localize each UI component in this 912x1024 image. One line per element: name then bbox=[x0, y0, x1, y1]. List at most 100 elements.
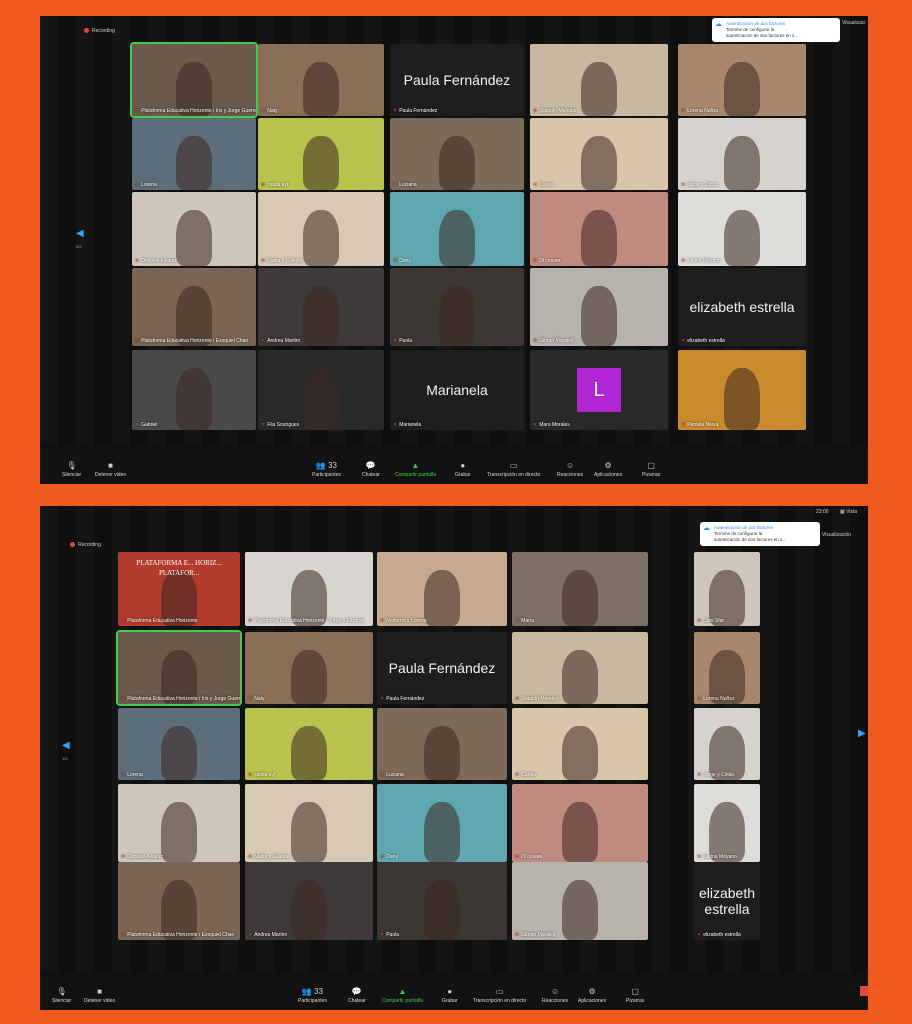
video-tile[interactable]: ✕ Plataforma Educativa Horizonte / Iris y… bbox=[116, 630, 242, 706]
participant-name: ✕ Luciana bbox=[380, 772, 404, 778]
video-tile[interactable]: ✕ Plataforma Educativa Horizonte / Ezequi… bbox=[118, 862, 240, 940]
reactions-button[interactable]: ☺ Reacciones bbox=[542, 987, 569, 1004]
video-tile[interactable]: ✕ Lorena bbox=[118, 708, 240, 780]
participant-name: ✕ Plataforma Educativa Horizonte / Iris y… bbox=[135, 108, 256, 114]
video-tile[interactable]: ✕ Fila Sourigues bbox=[258, 350, 384, 430]
notification-toast[interactable]: ☁ Autenticación de dos factores Termine … bbox=[700, 522, 820, 546]
end-meeting-button[interactable] bbox=[860, 986, 868, 996]
video-tile[interactable]: ✕ salida ayl bbox=[258, 118, 384, 190]
notification-toast[interactable]: ☁ Autenticación de dos factores Termine … bbox=[712, 18, 840, 42]
video-tile[interactable]: ✕ Gibran Morales bbox=[530, 268, 668, 346]
share-screen-button[interactable]: ▲ Compartir pantalla bbox=[395, 461, 436, 478]
participant-name: ✕ Plataforma Educativa Horizonte / Ezequi… bbox=[121, 932, 235, 938]
prev-page-arrow-icon[interactable]: ◀ bbox=[62, 740, 70, 751]
stop-video-button[interactable]: ■ Detener video bbox=[95, 461, 127, 478]
muted-mic-icon: ✕ bbox=[261, 182, 266, 188]
video-tile[interactable]: ✕ Norberto y Lorena bbox=[377, 552, 507, 626]
view-label[interactable]: Visualización bbox=[822, 532, 852, 538]
video-tile[interactable]: L ✕ Mara Morales bbox=[530, 350, 668, 430]
muted-mic-icon: ✕ bbox=[533, 338, 538, 344]
video-tile[interactable]: ✕ Plataforma Educativa Horizonte / Jorge … bbox=[245, 552, 373, 626]
participant-name: ✕ Denisse Alvarez bbox=[121, 854, 164, 860]
record-button[interactable]: ● Grabar bbox=[442, 987, 458, 1004]
video-tile[interactable]: ✕ Dany bbox=[377, 784, 507, 862]
video-tile[interactable]: ✕ Nadia y Celeste bbox=[245, 784, 373, 862]
whiteboards-button[interactable]: ▢ Pizarras bbox=[642, 461, 661, 478]
chat-button[interactable]: 💬 Chatear bbox=[362, 461, 380, 478]
apps-button[interactable]: ⚙ Aplicaciones bbox=[578, 987, 607, 1004]
video-tile[interactable]: Paula Fernández ✕ Paula Fernández bbox=[377, 632, 507, 704]
video-tile[interactable]: ✕ Paola bbox=[390, 268, 524, 346]
apps-button[interactable]: ⚙ Aplicaciones bbox=[594, 461, 623, 478]
video-tile[interactable]: ✕ Denisse Alvarez bbox=[118, 784, 240, 862]
view-button[interactable]: ▦ Vista bbox=[840, 509, 858, 515]
video-tile[interactable]: ✕ María bbox=[512, 552, 648, 626]
video-tile[interactable]: ✕ Plataforma Educativa Horizonte / Ezequi… bbox=[132, 268, 256, 346]
microphone-icon: 🎙 bbox=[56, 987, 67, 996]
video-tile[interactable]: ✕ Gabriel bbox=[132, 350, 256, 430]
video-tile[interactable]: ✕ Di cesare bbox=[530, 192, 668, 266]
stop-video-button[interactable]: ■ Detener video bbox=[84, 987, 116, 1004]
muted-mic-icon: ✕ bbox=[681, 108, 686, 114]
video-tile[interactable]: ✕ Lorena bbox=[132, 118, 256, 190]
muted-mic-icon: ✕ bbox=[515, 772, 520, 778]
video-tile[interactable]: ✕ Naty bbox=[258, 44, 384, 116]
video-tile[interactable]: ✕ Naty bbox=[245, 632, 373, 704]
video-tile[interactable]: ✕ Carola bbox=[512, 708, 648, 780]
participant-name-large: elizabeth estrella bbox=[689, 299, 795, 315]
participant-name: ✕ Norberto y Lorena bbox=[380, 618, 427, 624]
video-tile[interactable]: ✕ Jorge y Cintia bbox=[678, 118, 806, 190]
whiteboards-button[interactable]: ▢ Pizarras bbox=[626, 987, 645, 1004]
chat-button[interactable]: 💬 Chatear bbox=[348, 987, 366, 1004]
share-screen-button[interactable]: ▲ Compartir pantalla bbox=[382, 987, 423, 1004]
video-tile[interactable]: ✕ Denisse Alvarez bbox=[132, 192, 256, 266]
video-tile[interactable]: ✕ Paola bbox=[377, 862, 507, 940]
view-label[interactable]: Visualizaci bbox=[842, 20, 866, 26]
video-tile[interactable]: ✕ Gibran Morales bbox=[512, 862, 648, 940]
live-transcript-button[interactable]: ▭ Transcripción en directo bbox=[473, 987, 527, 1004]
video-tile[interactable]: PLATAFORMA E... HORIZ... PLATAFOR... ✕ Pla… bbox=[118, 552, 240, 626]
video-tile[interactable]: ✕ Carola bbox=[530, 118, 668, 190]
muted-mic-icon: ✕ bbox=[393, 182, 398, 188]
participant-name-large: Marianela bbox=[426, 382, 488, 398]
video-tile[interactable]: ✕ Lorena Nuñez bbox=[678, 44, 806, 116]
participant-name-large: Paula Fernández bbox=[388, 660, 496, 676]
video-tile[interactable]: ✕ Di cesare bbox=[512, 784, 648, 862]
reactions-button[interactable]: ☺ Reacciones bbox=[557, 461, 584, 478]
record-button[interactable]: ● Grabar bbox=[455, 461, 471, 478]
video-tile[interactable]: Paula Fernández ✕ Paula Fernández bbox=[390, 44, 524, 116]
video-tile[interactable]: ✕ Karina Moyano bbox=[678, 192, 806, 266]
participants-button[interactable]: 👥 33 Participantes bbox=[312, 461, 341, 478]
video-tile[interactable]: ✕ Lorena Nuñez bbox=[694, 632, 760, 704]
next-page-arrow-icon[interactable]: ▶ bbox=[858, 728, 866, 739]
video-tile[interactable]: ✕ Nadia y Celeste bbox=[258, 192, 384, 266]
video-tile[interactable]: ✕ Luciana bbox=[377, 708, 507, 780]
video-tile[interactable]: ✕ Joaquín Mendez bbox=[530, 44, 668, 116]
live-transcript-button[interactable]: ▭ Transcripción en directo bbox=[487, 461, 541, 478]
video-tile[interactable]: ✕ Pamela Nieva bbox=[678, 350, 806, 430]
participant-video bbox=[291, 880, 327, 940]
video-tile[interactable]: ✕ Joaquín Mendez bbox=[512, 632, 648, 704]
video-tile[interactable]: ✕ Andrea Martini bbox=[258, 268, 384, 346]
video-tile[interactable]: ✕ Jorge y Cintia bbox=[694, 708, 760, 780]
mute-button[interactable]: 🎙 Silenciar bbox=[52, 987, 72, 1004]
video-tile[interactable]: ✕ Luciana bbox=[390, 118, 524, 190]
video-tile[interactable]: ✕ salida ayl bbox=[245, 708, 373, 780]
video-tile[interactable]: ✕ Andrea Martini bbox=[245, 862, 373, 940]
mute-button[interactable]: 🎙 Silenciar bbox=[62, 461, 82, 478]
video-tile[interactable]: ✕ Plataforma Educativa Horizonte / Iris y… bbox=[130, 42, 258, 118]
video-tile[interactable]: ✕ Dany bbox=[390, 192, 524, 266]
video-tile[interactable]: ✕ Dani Sfar bbox=[694, 552, 760, 626]
video-tile[interactable]: elizabeth estrella ✕ elizabeth estrella bbox=[678, 268, 806, 346]
video-tile[interactable]: elizabeth estrella ✕ elizabeth estrella bbox=[694, 862, 760, 940]
muted-mic-icon: ✕ bbox=[697, 772, 702, 778]
prev-page-arrow-icon[interactable]: ◀ bbox=[76, 228, 84, 239]
participant-name: ✕ Andrea Martini bbox=[261, 338, 300, 344]
muted-mic-icon: ✕ bbox=[380, 772, 385, 778]
video-tile[interactable]: ✕ Karina Moyano bbox=[694, 784, 760, 862]
participants-button[interactable]: 👥 33 Participantes bbox=[298, 987, 327, 1004]
participant-name: ✕ Andrea Martini bbox=[248, 932, 287, 938]
participant-name: ✕ Dany bbox=[380, 854, 398, 860]
participant-video bbox=[176, 136, 212, 190]
video-tile[interactable]: Marianela ✕ Marianela bbox=[390, 350, 524, 430]
